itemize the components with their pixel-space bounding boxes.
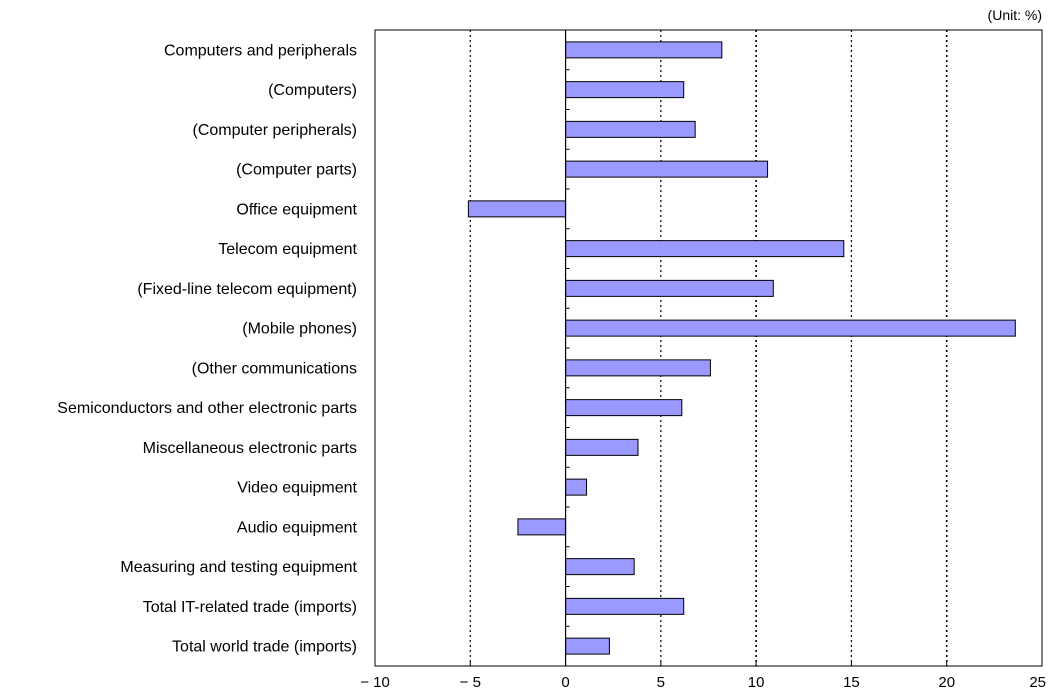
x-tick-label: 15 — [843, 674, 860, 691]
category-label: Computers and peripherals — [164, 42, 357, 59]
bar-14 — [565, 597, 685, 615]
x-tick-label: 25 — [1029, 674, 1046, 691]
bar-6 — [565, 279, 774, 297]
bar-11 — [565, 478, 588, 496]
category-label: (Mobile phones) — [242, 321, 357, 338]
category-label: Audio equipment — [237, 519, 358, 536]
grid-lines — [469, 30, 948, 666]
bars — [467, 41, 1016, 655]
unit-label: (Unit: %) — [988, 7, 1042, 23]
bar-7 — [565, 319, 1016, 337]
category-label: Total IT-related trade (imports) — [143, 599, 357, 616]
category-label: (Computer peripherals) — [192, 122, 357, 139]
x-tick-label: − 5 — [460, 674, 481, 691]
category-label: Measuring and testing equipment — [120, 559, 357, 576]
bar-13 — [565, 558, 635, 576]
category-labels: Computers and peripherals (Computers) (Com… — [57, 42, 357, 655]
category-label: Miscellaneous electronic parts — [143, 440, 357, 457]
x-tick-label: 5 — [657, 674, 665, 691]
category-label: (Computer parts) — [236, 162, 357, 179]
category-label: (Computers) — [268, 82, 357, 99]
category-label: Telecom equipment — [218, 241, 357, 258]
category-label: Total world trade (imports) — [172, 639, 357, 656]
bar-1 — [565, 81, 685, 99]
bar-8 — [565, 359, 711, 377]
bar-15 — [565, 637, 610, 655]
bar-9 — [565, 399, 683, 417]
category-label: (Fixed-line telecom equipment) — [137, 281, 357, 298]
plot-frame — [374, 29, 1043, 667]
bar-0 — [565, 41, 723, 59]
x-tick-label: 20 — [938, 674, 955, 691]
category-label: Video equipment — [237, 480, 357, 497]
category-label: Semiconductors and other electronic part… — [57, 400, 357, 417]
tick-labels: − 10 − 5 0 5 10 15 20 25 — [360, 674, 1046, 691]
category-label: (Other communications — [192, 360, 357, 377]
bar-10 — [565, 438, 639, 456]
bar-4 — [467, 200, 567, 218]
x-tick-label: 0 — [561, 674, 569, 691]
bar-3 — [565, 160, 769, 178]
bar-2 — [565, 120, 696, 138]
bar-5 — [565, 240, 845, 258]
x-tick-label: − 10 — [360, 674, 390, 691]
category-label: Office equipment — [236, 201, 357, 218]
axes — [374, 29, 1043, 667]
bar-12 — [517, 518, 567, 536]
x-tick-label: 10 — [748, 674, 765, 691]
